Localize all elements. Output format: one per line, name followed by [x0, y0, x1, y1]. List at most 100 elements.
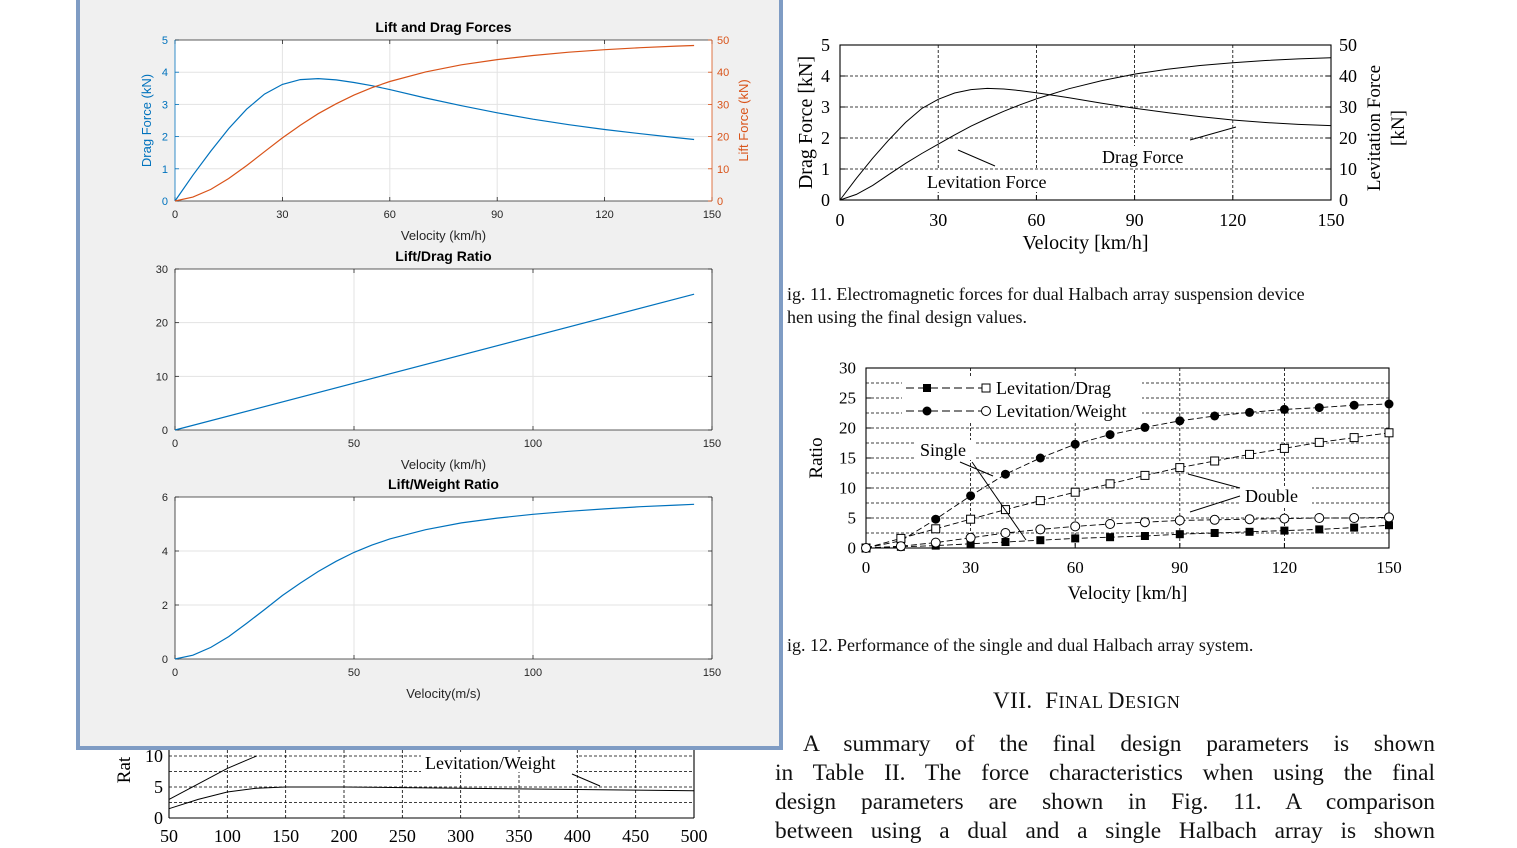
annotation-bg [916, 440, 974, 460]
data-point-open-square [1105, 479, 1115, 489]
annotation-single: Single [920, 440, 966, 460]
y2-tick-label: 40 [1339, 66, 1357, 86]
legend-marker [981, 383, 991, 393]
y-tick-label: 15 [839, 449, 856, 468]
paragraph-line-2: in Table II. The force characteristics w… [775, 760, 1435, 786]
x-axis-label: Velocity (km/h) [401, 228, 486, 243]
y-tick-label: 30 [156, 264, 168, 276]
data-point-open-circle [895, 541, 906, 552]
x-tick-label: 30 [276, 209, 288, 221]
plot-frame [865, 367, 1390, 549]
x-tick-label: 100 [214, 826, 241, 846]
data-point-open-square [1314, 437, 1324, 447]
axes-background [175, 40, 712, 201]
annotation-bg [1240, 486, 1312, 506]
data-point-open-square [1279, 443, 1289, 453]
section-number: VII. [993, 688, 1033, 713]
drag-force-line [839, 87, 1332, 201]
y2-tick-label: 50 [717, 35, 729, 47]
x-tick-label: 200 [331, 826, 358, 846]
y-tick-label: 10 [156, 371, 168, 383]
axes-title: Lift/Drag Ratio [395, 248, 491, 264]
lift-weight-ratio-plot[interactable]: 0 50 100 150 0 2 4 6 Lift/Weight Ratio Velocity(m… [162, 476, 721, 701]
y-tick-label: 4 [162, 546, 168, 558]
paragraph-line-3: design parameters are shown in Fig. 11. … [775, 789, 1435, 815]
data-point-open-circle [1105, 519, 1116, 529]
x-tick-label: 100 [524, 438, 542, 450]
data-point-open-square [1175, 463, 1185, 473]
paragraph-line-4: between using a dual and a single Halbac… [775, 818, 1435, 844]
y-tick-label: 10 [145, 746, 163, 766]
section-text-1: INAL [1058, 692, 1108, 712]
y-tick-label: 6 [162, 492, 168, 504]
data-point-filled-square [1071, 534, 1080, 543]
x-tick-label: 400 [564, 826, 591, 846]
y-tick-label: 4 [821, 66, 830, 86]
annotation-arrow [1189, 126, 1237, 141]
series-line-2 [865, 432, 1390, 549]
x-tick-label: 60 [384, 209, 396, 221]
y2-tick-label: 0 [717, 196, 723, 208]
fig12-caption: ig. 12. Performance of the single and du… [787, 635, 1254, 655]
y-tick-label: 20 [156, 318, 168, 330]
data-point-filled-square [1140, 532, 1149, 540]
annotation-arrow [1187, 473, 1241, 489]
data-point-open-circle [1349, 513, 1360, 523]
data-point-filled-square [1245, 527, 1254, 536]
data-point-open-circle [1070, 521, 1081, 532]
y-tick-label: 1 [821, 159, 830, 179]
data-point-filled-circle [931, 514, 941, 524]
data-point-open-circle [1209, 514, 1220, 525]
y-tick-label: 3 [821, 97, 830, 117]
series-line-1 [168, 755, 257, 800]
lift-force-line [174, 44, 695, 202]
data-point-filled-square [1315, 525, 1324, 534]
y2-tick-label: 20 [717, 132, 729, 144]
data-point-filled-circle [1140, 422, 1150, 432]
x-tick-label: 50 [348, 438, 360, 450]
series-line-0 [865, 524, 1390, 549]
data-point-filled-circle [1035, 453, 1045, 463]
data-point-filled-circle [1105, 430, 1115, 440]
annotation-drag-force: Drag Force [1102, 147, 1183, 167]
x-tick-label: 50 [160, 826, 178, 846]
x-axis-label: Velocity (km/h) [401, 457, 486, 472]
matlab-figure-window[interactable]: 0 30 60 90 120 150 0 1 2 3 4 5 Lift and Drag Forces V… [76, 0, 783, 750]
data-point-filled-circle [1210, 411, 1220, 421]
x-tick-label: 90 [1126, 210, 1144, 230]
x-tick-label: 0 [862, 558, 871, 577]
x-tick-label: 150 [1376, 558, 1402, 577]
x-tick-label: 30 [929, 210, 947, 230]
lift-drag-ratio-plot[interactable]: 0 50 100 150 0 10 20 30 Lift/Drag Ratio Velocity … [156, 248, 721, 472]
y2-tick-label: 10 [1339, 159, 1357, 179]
y-tick-label: 25 [839, 389, 856, 408]
y2-axis-label-line1: Levitation Force [1364, 65, 1385, 191]
y-axis-label: Rat [114, 756, 135, 783]
data-point-open-square [1384, 428, 1394, 438]
data-point-filled-square [1210, 529, 1219, 537]
y2-axis-label-line2: [kN] [1388, 110, 1409, 146]
y-tick-label: 20 [839, 419, 856, 438]
x-axis-label: Velocity [km/h] [1022, 232, 1148, 254]
data-point-open-circle [1139, 517, 1150, 528]
y2-tick-label: 40 [717, 67, 729, 79]
data-point-filled-circle [1245, 407, 1255, 417]
data-point-filled-square [966, 539, 975, 548]
y2-tick-label: 10 [717, 164, 729, 176]
y2-tick-label: 0 [1339, 190, 1348, 210]
data-point-filled-circle [1175, 416, 1185, 426]
annotation-arrow [1189, 495, 1241, 513]
data-point-filled-circle [1000, 469, 1010, 479]
section-letter-f: F [1045, 688, 1059, 713]
y-tick-label: 0 [162, 196, 168, 208]
legend-label: Levitation/Drag [996, 378, 1111, 398]
y-tick-label: 5 [154, 777, 163, 797]
data-point-filled-circle [1314, 403, 1324, 413]
y-tick-label: 5 [821, 35, 830, 55]
x-tick-label: 150 [703, 438, 721, 450]
y-tick-label: 4 [162, 67, 168, 79]
x-tick-label: 120 [1272, 558, 1298, 577]
